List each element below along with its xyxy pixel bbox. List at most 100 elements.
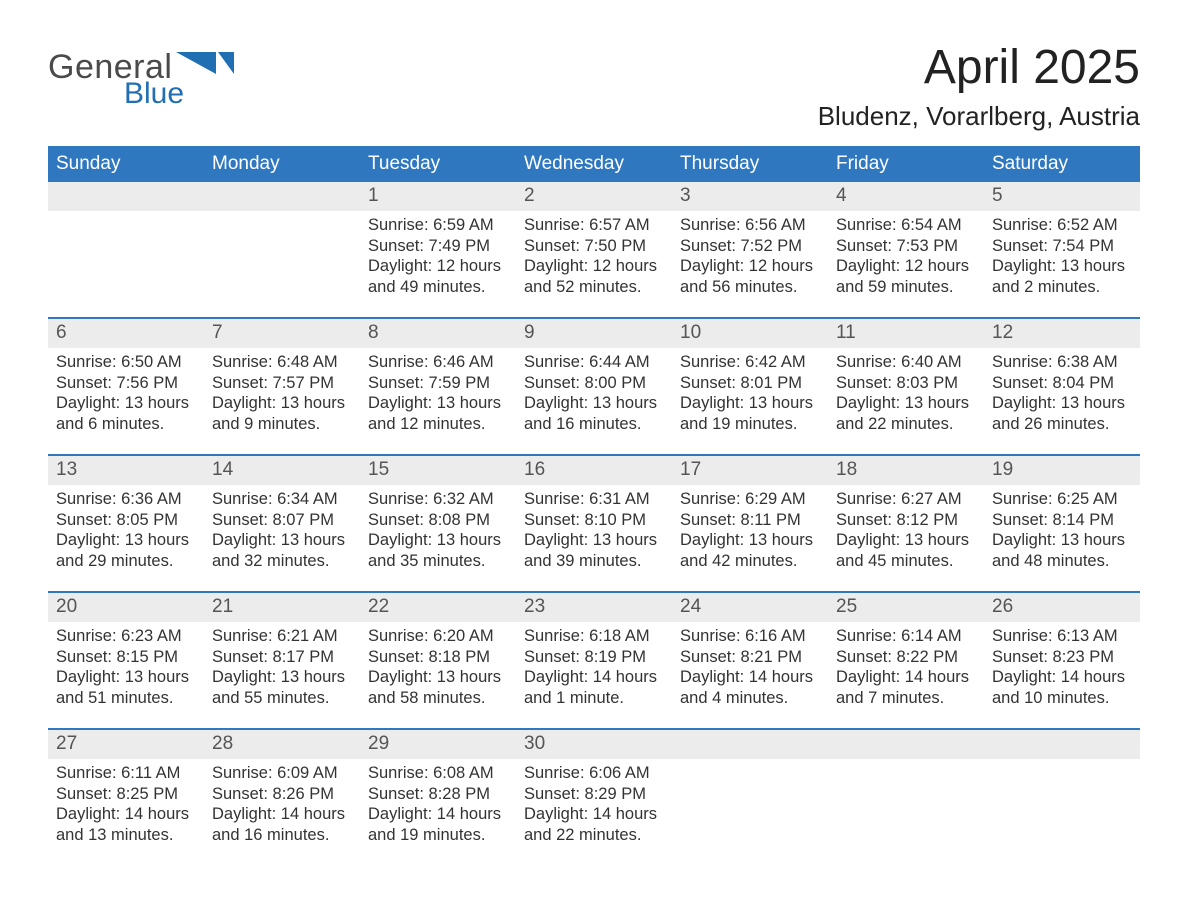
day-detail-line: Sunset: 8:04 PM	[992, 373, 1132, 394]
day-detail-line: Sunrise: 6:21 AM	[212, 626, 352, 647]
day-detail-line: and 22 minutes.	[836, 414, 976, 435]
day-detail-line: Sunrise: 6:56 AM	[680, 215, 820, 236]
day-detail-line: Sunset: 7:59 PM	[368, 373, 508, 394]
day-detail-line: and 48 minutes.	[992, 551, 1132, 572]
day-number: 10	[672, 319, 828, 348]
day-detail-line: Sunrise: 6:54 AM	[836, 215, 976, 236]
day-detail-line: Sunrise: 6:09 AM	[212, 763, 352, 784]
weekday-label: Thursday	[672, 146, 828, 182]
day-number: 11	[828, 319, 984, 348]
location-subtitle: Bludenz, Vorarlberg, Austria	[818, 101, 1140, 132]
day-number-row: 27282930	[48, 730, 1140, 759]
day-detail-line: Sunrise: 6:25 AM	[992, 489, 1132, 510]
day-cell	[828, 759, 984, 855]
day-detail-line: Sunrise: 6:14 AM	[836, 626, 976, 647]
day-detail-line: Daylight: 13 hours	[368, 667, 508, 688]
day-cell: Sunrise: 6:18 AMSunset: 8:19 PMDaylight:…	[516, 622, 672, 718]
day-detail-line: Sunrise: 6:11 AM	[56, 763, 196, 784]
day-number: 6	[48, 319, 204, 348]
day-number-row: 6789101112	[48, 319, 1140, 348]
day-number: 8	[360, 319, 516, 348]
day-detail-line: and 55 minutes.	[212, 688, 352, 709]
day-body-row: Sunrise: 6:23 AMSunset: 8:15 PMDaylight:…	[48, 622, 1140, 718]
day-number: 1	[360, 182, 516, 211]
day-cell: Sunrise: 6:16 AMSunset: 8:21 PMDaylight:…	[672, 622, 828, 718]
day-cell: Sunrise: 6:42 AMSunset: 8:01 PMDaylight:…	[672, 348, 828, 444]
day-detail-line: and 39 minutes.	[524, 551, 664, 572]
day-cell: Sunrise: 6:46 AMSunset: 7:59 PMDaylight:…	[360, 348, 516, 444]
day-detail-line: Sunset: 7:50 PM	[524, 236, 664, 257]
day-detail-line: Daylight: 13 hours	[836, 393, 976, 414]
day-detail-line: and 4 minutes.	[680, 688, 820, 709]
weekday-label: Tuesday	[360, 146, 516, 182]
day-detail-line: Daylight: 13 hours	[212, 530, 352, 551]
day-body-row: Sunrise: 6:36 AMSunset: 8:05 PMDaylight:…	[48, 485, 1140, 581]
brand-triangle-icon	[176, 52, 234, 83]
day-detail-line: Sunset: 8:07 PM	[212, 510, 352, 531]
day-cell	[984, 759, 1140, 855]
day-detail-line: Sunset: 7:53 PM	[836, 236, 976, 257]
day-detail-line: Sunset: 8:19 PM	[524, 647, 664, 668]
day-detail-line: Sunrise: 6:42 AM	[680, 352, 820, 373]
day-detail-line: Daylight: 13 hours	[56, 393, 196, 414]
day-detail-line: Sunrise: 6:31 AM	[524, 489, 664, 510]
day-detail-line: Daylight: 14 hours	[212, 804, 352, 825]
day-number: 17	[672, 456, 828, 485]
day-detail-line: and 52 minutes.	[524, 277, 664, 298]
day-number: 22	[360, 593, 516, 622]
day-detail-line: and 59 minutes.	[836, 277, 976, 298]
day-detail-line: Sunrise: 6:18 AM	[524, 626, 664, 647]
day-detail-line: and 56 minutes.	[680, 277, 820, 298]
day-number-row: 12345	[48, 182, 1140, 211]
weekday-label: Sunday	[48, 146, 204, 182]
day-detail-line: and 29 minutes.	[56, 551, 196, 572]
day-detail-line: Sunrise: 6:20 AM	[368, 626, 508, 647]
day-number	[204, 182, 360, 211]
day-cell: Sunrise: 6:09 AMSunset: 8:26 PMDaylight:…	[204, 759, 360, 855]
day-detail-line: Sunrise: 6:59 AM	[368, 215, 508, 236]
day-number: 19	[984, 456, 1140, 485]
day-cell: Sunrise: 6:44 AMSunset: 8:00 PMDaylight:…	[516, 348, 672, 444]
weekday-label: Friday	[828, 146, 984, 182]
day-number-row: 20212223242526	[48, 593, 1140, 622]
day-cell: Sunrise: 6:59 AMSunset: 7:49 PMDaylight:…	[360, 211, 516, 307]
day-detail-line: Sunrise: 6:08 AM	[368, 763, 508, 784]
day-detail-line: and 26 minutes.	[992, 414, 1132, 435]
day-cell: Sunrise: 6:25 AMSunset: 8:14 PMDaylight:…	[984, 485, 1140, 581]
day-detail-line: Sunrise: 6:27 AM	[836, 489, 976, 510]
day-detail-line: and 6 minutes.	[56, 414, 196, 435]
day-number: 26	[984, 593, 1140, 622]
day-detail-line: Daylight: 13 hours	[836, 530, 976, 551]
day-number: 24	[672, 593, 828, 622]
day-detail-line: and 1 minute.	[524, 688, 664, 709]
calendar-week: 13141516171819Sunrise: 6:36 AMSunset: 8:…	[48, 454, 1140, 581]
day-detail-line: Daylight: 13 hours	[212, 393, 352, 414]
day-cell: Sunrise: 6:34 AMSunset: 8:07 PMDaylight:…	[204, 485, 360, 581]
day-detail-line: Daylight: 13 hours	[680, 530, 820, 551]
day-detail-line: and 51 minutes.	[56, 688, 196, 709]
title-block: April 2025 Bludenz, Vorarlberg, Austria	[818, 40, 1140, 132]
day-cell	[672, 759, 828, 855]
calendar-week: 12345Sunrise: 6:59 AMSunset: 7:49 PMDayl…	[48, 182, 1140, 307]
day-detail-line: Sunset: 8:28 PM	[368, 784, 508, 805]
day-detail-line: and 45 minutes.	[836, 551, 976, 572]
day-detail-line: Sunrise: 6:29 AM	[680, 489, 820, 510]
day-detail-line: Sunrise: 6:34 AM	[212, 489, 352, 510]
day-detail-line: Sunset: 8:12 PM	[836, 510, 976, 531]
day-detail-line: and 32 minutes.	[212, 551, 352, 572]
day-detail-line: and 22 minutes.	[524, 825, 664, 846]
day-number: 12	[984, 319, 1140, 348]
day-detail-line: and 19 minutes.	[368, 825, 508, 846]
day-number: 2	[516, 182, 672, 211]
day-detail-line: Sunset: 8:11 PM	[680, 510, 820, 531]
day-number	[828, 730, 984, 759]
calendar-week: 27282930 Sunrise: 6:11 AMSunset: 8:25 PM D…	[48, 728, 1140, 855]
day-detail-line: and 19 minutes.	[680, 414, 820, 435]
day-detail-line: Sunrise: 6:23 AM	[56, 626, 196, 647]
day-detail-line: Sunset: 7:49 PM	[368, 236, 508, 257]
day-detail-line: Sunrise: 6:44 AM	[524, 352, 664, 373]
day-detail-line: Sunrise: 6:16 AM	[680, 626, 820, 647]
day-detail-line: Sunset: 8:25 PM	[56, 784, 196, 805]
day-detail-line: Sunrise: 6:32 AM	[368, 489, 508, 510]
page-header: General Blue April 2025 Bludenz, Vorarlb…	[48, 40, 1140, 132]
